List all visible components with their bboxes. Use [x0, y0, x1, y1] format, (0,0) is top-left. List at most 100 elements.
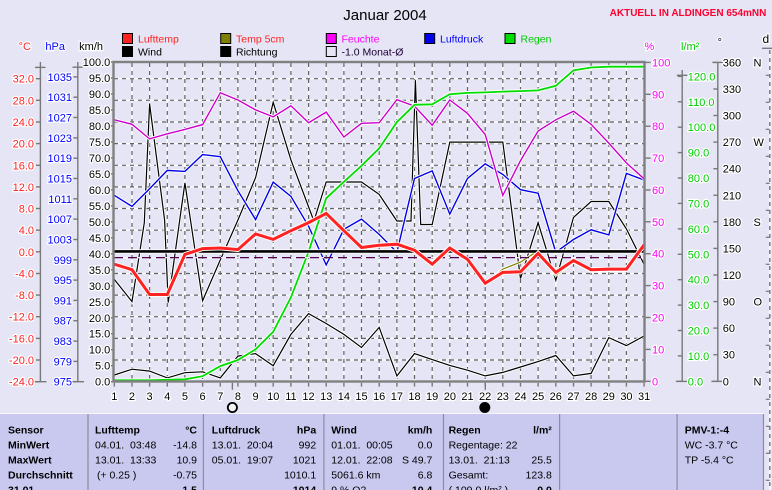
svg-text:30: 30 [620, 391, 632, 403]
svg-text:983: 983 [54, 336, 72, 348]
svg-text:20: 20 [652, 313, 664, 325]
svg-text:Januar 2004: Januar 2004 [343, 7, 426, 24]
svg-text:Regentage: 22: Regentage: 22 [449, 439, 518, 451]
svg-text:60: 60 [723, 323, 735, 335]
svg-text:8: 8 [235, 391, 241, 403]
svg-text:975: 975 [54, 377, 72, 389]
svg-text:8.0: 8.0 [19, 204, 34, 216]
svg-text:60: 60 [652, 185, 664, 197]
svg-text:W: W [754, 137, 765, 149]
svg-text:Lufttemp: Lufttemp [95, 424, 140, 436]
svg-text:75.0: 75.0 [89, 137, 110, 149]
svg-text:7: 7 [217, 391, 223, 403]
svg-text:Sensor: Sensor [8, 424, 44, 436]
svg-text:Regen: Regen [449, 424, 481, 436]
svg-text:270: 270 [723, 137, 741, 149]
svg-text:14: 14 [338, 391, 350, 403]
svg-text:123.8: 123.8 [526, 469, 552, 481]
svg-text:987: 987 [54, 316, 72, 328]
svg-text:-1.0 Monat-Ø: -1.0 Monat-Ø [342, 47, 404, 59]
svg-text:9 % O2: 9 % O2 [331, 484, 366, 490]
svg-text:40: 40 [652, 249, 664, 261]
svg-text:1021: 1021 [293, 454, 317, 466]
svg-text:-0.75: -0.75 [173, 469, 197, 481]
svg-text:hPa: hPa [45, 41, 65, 53]
svg-text:50.0: 50.0 [89, 217, 110, 229]
svg-text:30: 30 [723, 350, 735, 362]
svg-text:20: 20 [444, 391, 456, 403]
svg-text:-12.0: -12.0 [9, 312, 34, 324]
svg-text:Wind: Wind [138, 47, 162, 59]
svg-text:Regen: Regen [521, 34, 552, 46]
svg-text:1031: 1031 [48, 92, 72, 104]
svg-text:%: % [645, 41, 655, 53]
svg-text:1035: 1035 [48, 72, 72, 84]
svg-text:100.0: 100.0 [83, 57, 111, 69]
svg-text:80: 80 [652, 121, 664, 133]
svg-text:60.0: 60.0 [89, 185, 110, 197]
svg-text:WC -3.7 °C: WC -3.7 °C [685, 439, 739, 451]
svg-text:360: 360 [723, 57, 741, 69]
svg-text:110.0: 110.0 [688, 97, 715, 109]
svg-text:S 49.7: S 49.7 [402, 454, 433, 466]
svg-text:( 109.0 l/m² ): ( 109.0 l/m² ) [449, 484, 509, 490]
svg-text:90.0: 90.0 [688, 148, 709, 160]
svg-text:40.0: 40.0 [688, 275, 709, 287]
svg-text:PMV-1:-4: PMV-1:-4 [685, 424, 730, 436]
svg-text:km/h: km/h [79, 41, 103, 53]
svg-text:1019: 1019 [48, 153, 72, 165]
svg-text:(+ 0.25 ): (+ 0.25 ) [97, 469, 136, 481]
svg-text:12.01. 22:08: 12.01. 22:08 [331, 454, 392, 466]
svg-text:25: 25 [532, 391, 544, 403]
svg-text:18: 18 [408, 391, 420, 403]
svg-text:15: 15 [355, 391, 367, 403]
svg-text:hPa: hPa [297, 424, 316, 436]
svg-text:31: 31 [638, 391, 650, 403]
svg-text:10: 10 [652, 344, 664, 356]
svg-text:120.0: 120.0 [688, 71, 716, 83]
svg-text:27: 27 [567, 391, 579, 403]
svg-text:12: 12 [302, 391, 314, 403]
svg-text:20.0: 20.0 [89, 313, 110, 325]
svg-text:-4.0: -4.0 [15, 268, 34, 280]
svg-text:1011: 1011 [48, 194, 72, 206]
svg-text:45.0: 45.0 [89, 233, 110, 245]
svg-text:13: 13 [320, 391, 332, 403]
svg-text:km/h: km/h [408, 424, 433, 436]
svg-text:1014: 1014 [293, 484, 317, 490]
svg-text:5061.6 km: 5061.6 km [331, 469, 380, 481]
svg-text:1027: 1027 [48, 113, 72, 125]
svg-text:6.8: 6.8 [418, 469, 433, 481]
svg-text:Wind: Wind [331, 424, 357, 436]
svg-text:991: 991 [54, 295, 72, 307]
svg-text:05.01. 19:07: 05.01. 19:07 [212, 454, 273, 466]
svg-text:240: 240 [723, 164, 741, 176]
svg-text:80.0: 80.0 [688, 173, 709, 185]
svg-text:0.0: 0.0 [418, 439, 433, 451]
svg-text:0: 0 [652, 376, 658, 388]
svg-text:4.0: 4.0 [19, 225, 34, 237]
svg-text:6: 6 [200, 391, 206, 403]
svg-text:MaxWert: MaxWert [8, 454, 52, 466]
svg-text:N: N [754, 376, 762, 388]
svg-text:29: 29 [603, 391, 615, 403]
svg-text:0.0: 0.0 [95, 377, 110, 389]
svg-text:S: S [754, 217, 761, 229]
svg-text:17: 17 [391, 391, 403, 403]
svg-text:180: 180 [723, 217, 741, 229]
svg-text:16.0: 16.0 [13, 160, 34, 172]
svg-text:Feuchte: Feuchte [342, 34, 380, 46]
svg-text:0.0: 0.0 [688, 376, 703, 388]
svg-text:55.0: 55.0 [89, 201, 110, 213]
svg-text:995: 995 [54, 275, 72, 287]
svg-text:0: 0 [723, 376, 729, 388]
svg-text:65.0: 65.0 [89, 169, 110, 181]
svg-text:26: 26 [550, 391, 562, 403]
svg-text:Luftdruck: Luftdruck [212, 424, 261, 436]
svg-text:28: 28 [585, 391, 597, 403]
svg-text:20.0: 20.0 [688, 326, 709, 338]
svg-text:40.0: 40.0 [89, 249, 110, 261]
svg-text:5: 5 [182, 391, 188, 403]
svg-text:150: 150 [723, 243, 741, 255]
svg-text:120: 120 [723, 270, 741, 282]
